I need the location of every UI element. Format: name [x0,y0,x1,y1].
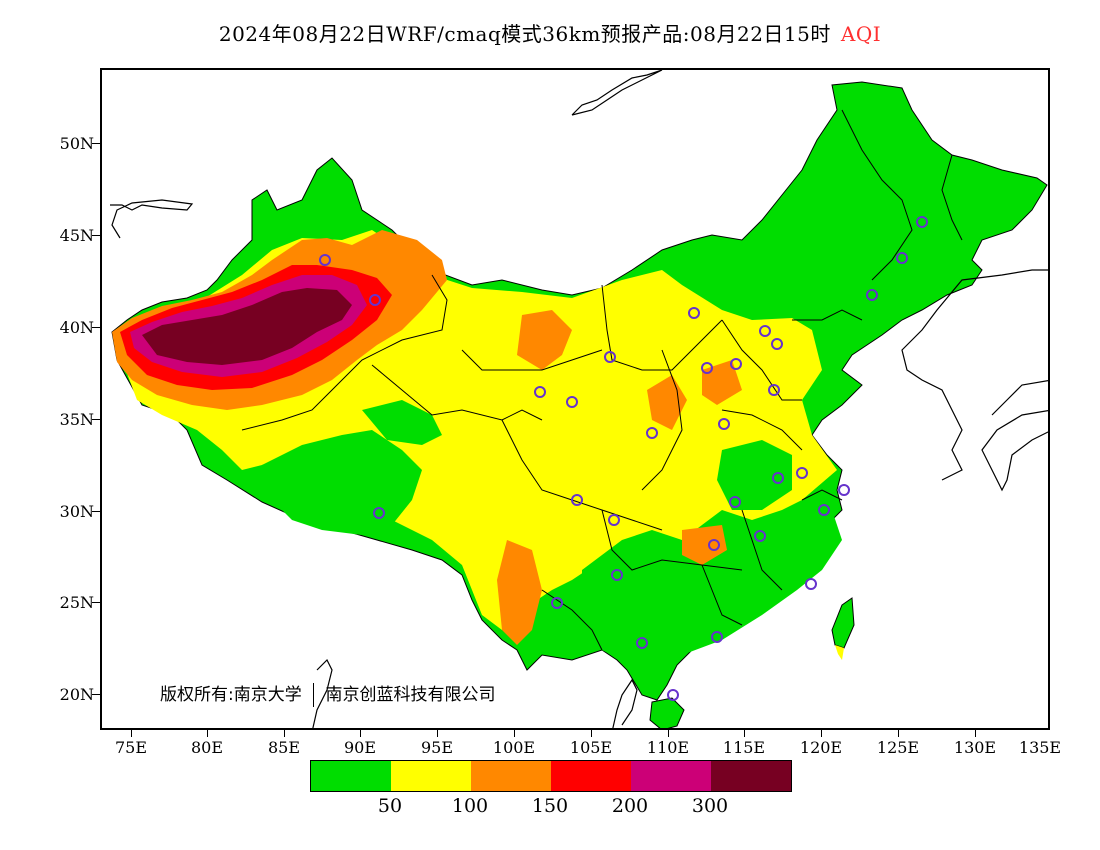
y-label-30n: 30N [59,502,94,521]
y-tick [92,694,100,695]
x-label-85e: 85E [267,738,301,757]
hainan-island [649,697,685,728]
zone-good-jiangxi [717,440,792,510]
y-label-20n: 20N [59,685,94,704]
x-label-110e: 110E [646,738,690,757]
x-tick [131,730,132,737]
x-tick [207,730,208,737]
map-title-main: 2024年08月22日WRF/cmaq模式36km预报产品:08月22日15时 [218,22,831,46]
taiwan-island [831,597,855,649]
y-label-35n: 35N [59,410,94,429]
copyright-divider [313,683,315,707]
map-title-variable: AQI [840,22,882,46]
legend-swatch-hazardous [711,761,791,791]
y-label-45n: 45N [59,226,94,245]
x-tick [744,730,745,737]
x-label-115e: 115E [722,738,766,757]
province-borders [241,109,963,651]
map-title: 2024年08月22日WRF/cmaq模式36km预报产品:08月22日15时 A… [0,18,1100,47]
legend-swatch-good [311,761,391,791]
y-label-40n: 40N [59,318,94,337]
zone-usg-gansu [517,310,572,370]
legend-label-50: 50 [377,795,403,817]
zone-usg-sichuan [497,540,542,645]
y-label-25n: 25N [59,593,94,612]
x-tick [360,730,361,737]
x-label-130e: 130E [953,738,997,757]
y-tick [92,419,100,420]
x-tick [591,730,592,737]
aqi-legend [310,760,792,792]
x-tick [437,730,438,737]
x-label-125e: 125E [876,738,920,757]
y-tick [92,602,100,603]
copyright-notice: 版权所有:南京大学 南京创蓝科技有限公司 [160,680,496,707]
y-tick [92,143,100,144]
x-tick [668,730,669,737]
legend-label-150: 150 [531,795,569,817]
station-markers [319,216,928,701]
y-tick [92,327,100,328]
legend-swatch-moderate [391,761,471,791]
legend-swatch-unhealthy [551,761,631,791]
x-label-90e: 90E [343,738,377,757]
x-label-95e: 95E [420,738,454,757]
x-tick [284,730,285,737]
y-label-50n: 50N [59,134,94,153]
zone-good-qinghai [362,400,442,445]
x-tick [514,730,515,737]
x-label-80e: 80E [190,738,224,757]
x-label-120e: 120E [799,738,843,757]
x-label-135e: 135E [1018,738,1062,757]
legend-label-100: 100 [451,795,489,817]
zone-hazardous-xinjiang [142,288,352,365]
taiwan-yellow-edge [835,645,844,660]
legend-swatch-usg [471,761,551,791]
aqi-map [100,68,1050,730]
x-label-100e: 100E [492,738,536,757]
copyright-right: 南京创蓝科技有限公司 [325,685,496,705]
y-tick [92,511,100,512]
x-label-105e: 105E [569,738,613,757]
legend-swatch-very-unhealthy [631,761,711,791]
x-tick [821,730,822,737]
legend-label-300: 300 [691,795,729,817]
aqi-map-svg [110,70,1048,728]
x-label-75e: 75E [114,738,148,757]
zone-usg-hubei [682,525,727,565]
legend-label-200: 200 [611,795,649,817]
copyright-left: 版权所有:南京大学 [160,685,302,705]
x-tick [975,730,976,737]
x-tick [898,730,899,737]
neighbour-outlines [110,70,1048,728]
y-tick [92,235,100,236]
